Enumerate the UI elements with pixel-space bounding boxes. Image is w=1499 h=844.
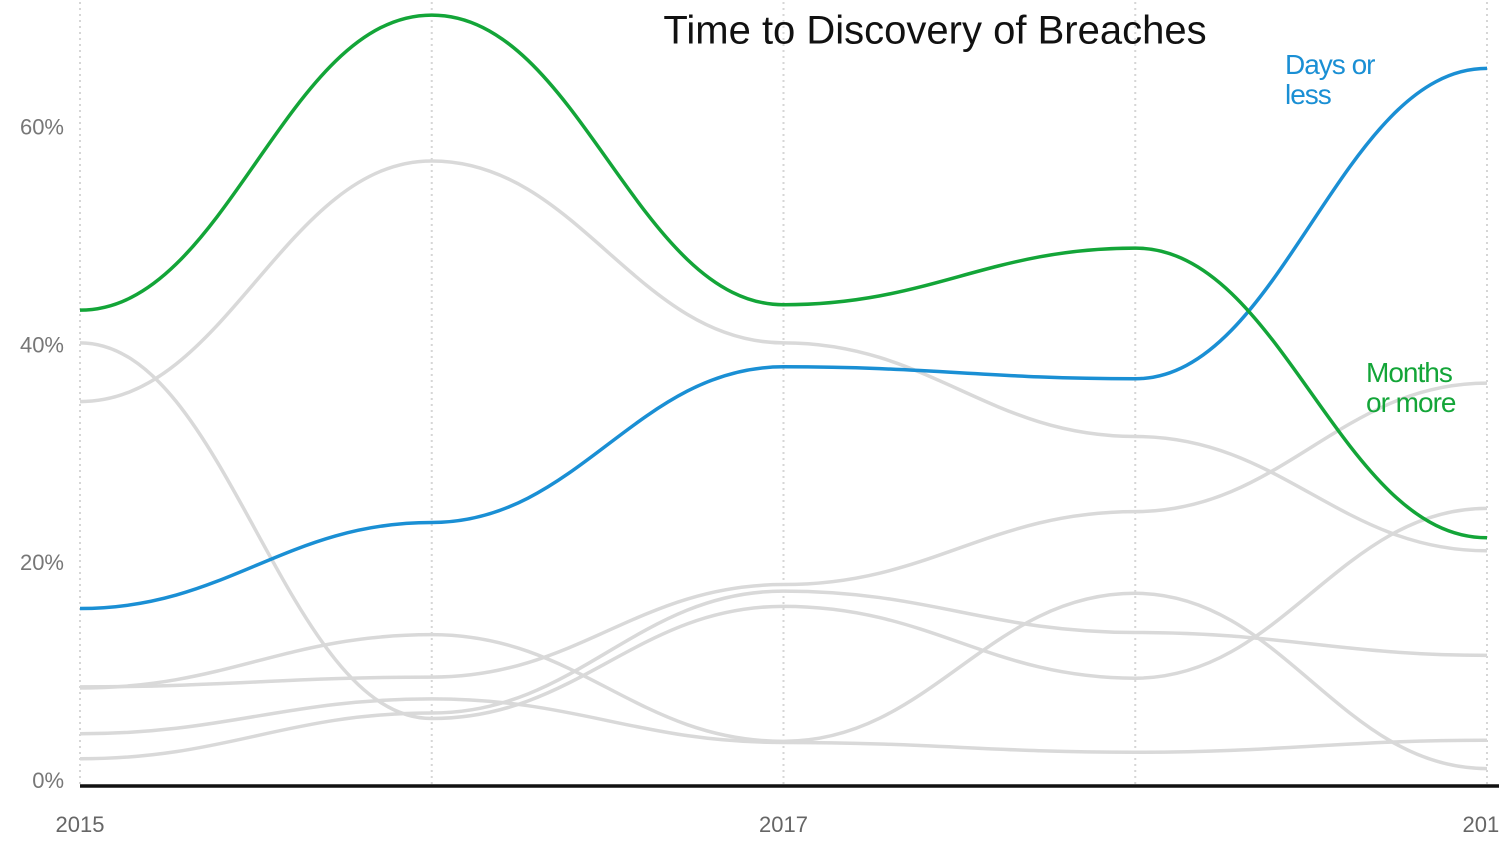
series-label: Days or less [1285,49,1375,111]
series-line [79,589,1488,761]
y-tick-label: 0% [32,768,64,793]
chart-title: Time to Discovery of Breaches [663,9,1206,53]
y-tick-label: 60% [20,114,64,139]
y-tick-label: 20% [20,550,64,575]
x-tick-label: 2019 [1463,812,1499,837]
x-tick-label: 2017 [759,812,808,837]
series-label: Months or more [1366,356,1456,418]
series-line [79,13,1488,540]
series-line [79,381,1488,689]
y-tick-label: 40% [20,332,64,357]
x-tick-label: 2015 [56,812,105,837]
series-line [79,159,1488,553]
series-line [79,697,1488,754]
series-line [79,66,1488,611]
